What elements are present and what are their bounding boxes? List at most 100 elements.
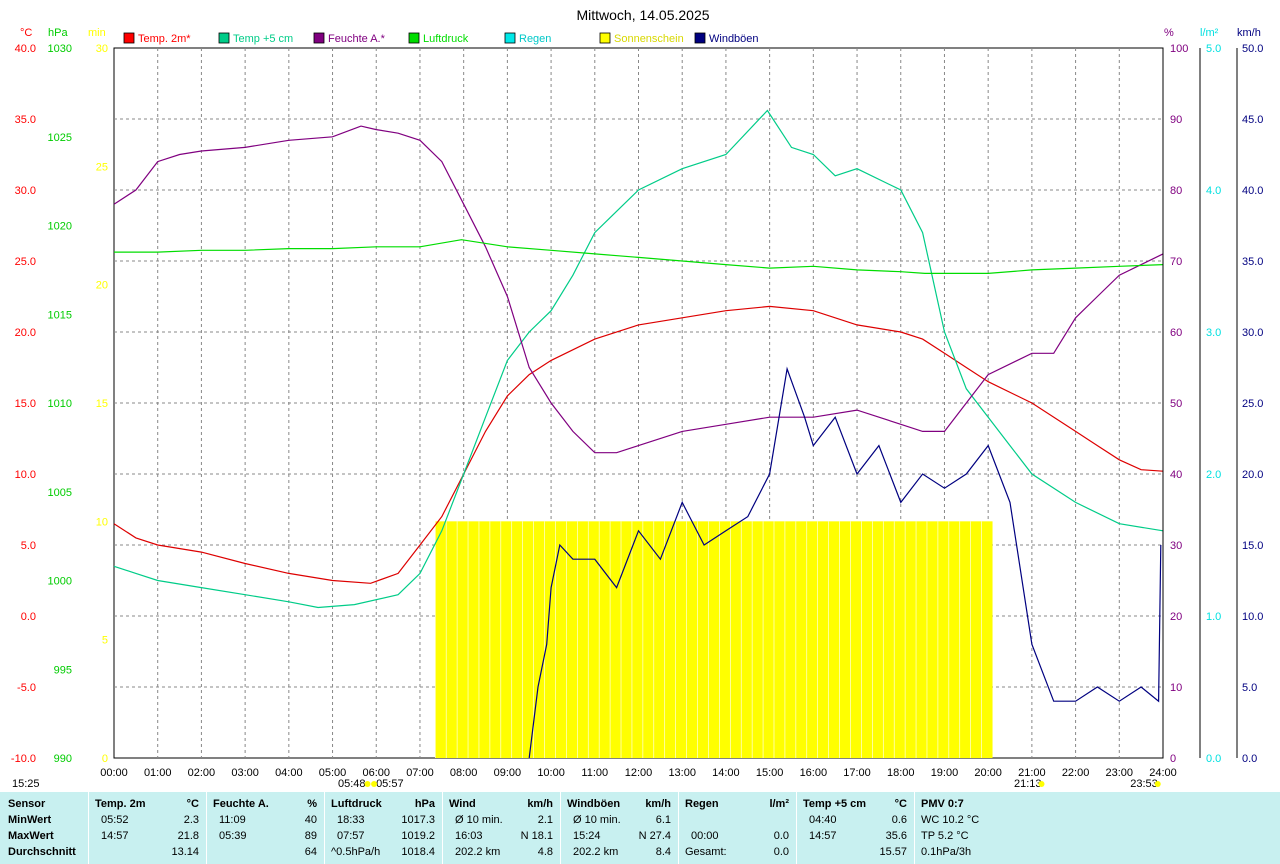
legend-label: Sonnenschein [614,33,684,45]
x-tick-label: 12:00 [625,767,653,779]
x-tick-label: 06:00 [362,767,390,779]
temp-axis-tick-label: -5.0 [17,682,36,694]
wind-axis-tick-label: 10.0 [1242,611,1263,623]
gust-max-value: N 27.4 [638,830,671,842]
x-tick-label: 19:00 [931,767,959,779]
x-tick-label: 11:00 [581,767,608,779]
temp2m-header: Temp. 2m [95,798,146,810]
sunshine-bars [434,521,993,758]
temp-axis-tick-label: 40.0 [15,43,36,55]
chart-lines [113,109,1164,759]
wind-axis-tick-label: 35.0 [1242,256,1263,268]
temp-axis-tick-label: 35.0 [15,114,36,126]
humidity-axis-tick-label: 0 [1170,753,1176,765]
wind-max-value: N 18.1 [520,830,553,842]
sunshine-axis-tick-label: 10 [96,516,108,528]
wind-axis-tick-label: 5.0 [1242,682,1257,694]
x-tick-label: 03:00 [231,767,259,779]
humidity-axis-tick-label: 30 [1170,540,1182,552]
x-tick-label: 21:00 [1018,767,1046,779]
gust-max-time: 15:24 [573,830,601,842]
pressure-min-value: 1017.3 [401,814,435,826]
pressure-axis-tick-label: 990 [54,753,72,765]
legend-label: Temp. 2m* [138,33,191,45]
legend-label: Feuchte A.* [328,33,386,45]
sunshine-axis-unit: min [88,27,106,39]
temp5cm-min-time: 04:40 [809,814,837,826]
statistics-panel: Sensor MinWert MaxWert Durchschnitt Temp… [0,792,1280,864]
temp2m-min-value: 2.3 [183,814,199,826]
x-tick-label: 05:00 [319,767,347,779]
rain-max-time: 00:00 [691,830,719,842]
pressure-axis-tick-label: 1025 [48,132,72,144]
gust-average-value: 8.4 [655,846,671,858]
legend-swatch [504,32,516,44]
humidity-axis-tick-label: 50 [1170,398,1182,410]
time-marker-dot [1038,781,1045,787]
stats-rain-column: Regen l/m² 00:00 0.0 Gesamt: 0.0 [678,792,797,864]
stats-pressure-column: Luftdruck hPa 18:33 1017.3 07:57 1019.2 … [324,792,443,864]
legend-swatch [218,32,230,44]
pressure-unit: hPa [414,798,435,810]
row-label-min: MinWert [8,814,52,826]
rain-axis-tick-label: 4.0 [1206,185,1221,197]
rain-unit: l/m² [769,798,789,810]
time-marker-dot [364,781,371,787]
pressure-axis-tick-label: 1020 [48,221,72,233]
temp5cm-header: Temp +5 cm [803,798,867,810]
row-label-average: Durchschnitt [8,846,76,858]
time-markers: 05:48 05:57 21:13 23:53 15:25 [12,778,1161,790]
temp-axis-tick-label: -10.0 [11,753,36,765]
temp-axis-tick-label: 0.0 [21,611,36,623]
time-marker-dot [371,781,378,787]
series-line-feuchte-a- [113,125,1164,454]
sunshine-axis-tick-label: 15 [96,398,108,410]
humidity-axis-tick-label: 40 [1170,469,1182,481]
x-tick-label: 08:00 [450,767,478,779]
temp-axis-tick-label: 25.0 [15,256,36,268]
humidity-axis-tick-label: 10 [1170,682,1182,694]
sunshine-axis-tick-label: 20 [96,280,108,292]
humidity-axis-tick-label: 100 [1170,43,1188,55]
temp-axis-unit: °C [20,27,32,39]
temp-axis-tick-label: 15.0 [15,398,36,410]
x-tick-label: 22:00 [1062,767,1090,779]
x-tick-label: 16:00 [800,767,828,779]
pressure-average-value: 1018.4 [401,846,435,858]
wind-axis-tick-label: 40.0 [1242,185,1263,197]
x-tick-label: 00:00 [100,767,128,779]
temp2m-average-value: 13.14 [171,846,199,858]
sunshine-block [435,521,993,758]
rain-axis-unit: l/m² [1200,27,1219,39]
rain-axis-tick-label: 0.0 [1206,753,1221,765]
humidity-max-time: 05:39 [219,830,247,842]
pressure-trend: ^0.5hPa/h [331,846,381,858]
time-marker-label: 15:25 [12,778,40,790]
wind-max-time: 16:03 [455,830,483,842]
pressure-axis-unit: hPa [48,27,68,39]
temp2m-unit: °C [186,798,199,810]
legend-swatch [694,32,706,44]
sunshine-axis-tick-label: 30 [96,43,108,55]
stats-temp2m-column: Temp. 2m °C 05:52 2.3 14:57 21.8 13.14 [88,792,207,864]
x-tick-label: 13:00 [668,767,696,779]
x-tick-label: 10:00 [537,767,565,779]
series-line-luftdruck [114,239,1164,274]
x-tick-label: 15:00 [756,767,784,779]
humidity-min-time: 11:09 [219,814,246,826]
series-line-temp-2m- [113,305,1164,584]
legend-swatch [123,32,135,44]
wind-axis-tick-label: 25.0 [1242,398,1263,410]
legend-label: Regen [519,33,551,45]
x-tick-label: 20:00 [974,767,1002,779]
row-label-max: MaxWert [8,830,54,842]
wind-avg-label: Ø 10 min. [455,814,503,826]
humidity-max-value: 89 [304,830,317,842]
time-marker-label: 21:13 [1014,778,1042,790]
humidity-axis-tick-label: 80 [1170,185,1182,197]
temp-axis-tick-label: 5.0 [21,540,36,552]
legend-label: Luftdruck [423,33,469,45]
x-tick-label: 09:00 [494,767,522,779]
wind-axis-tick-label: 15.0 [1242,540,1263,552]
humidity-axis-unit: % [1164,27,1174,39]
